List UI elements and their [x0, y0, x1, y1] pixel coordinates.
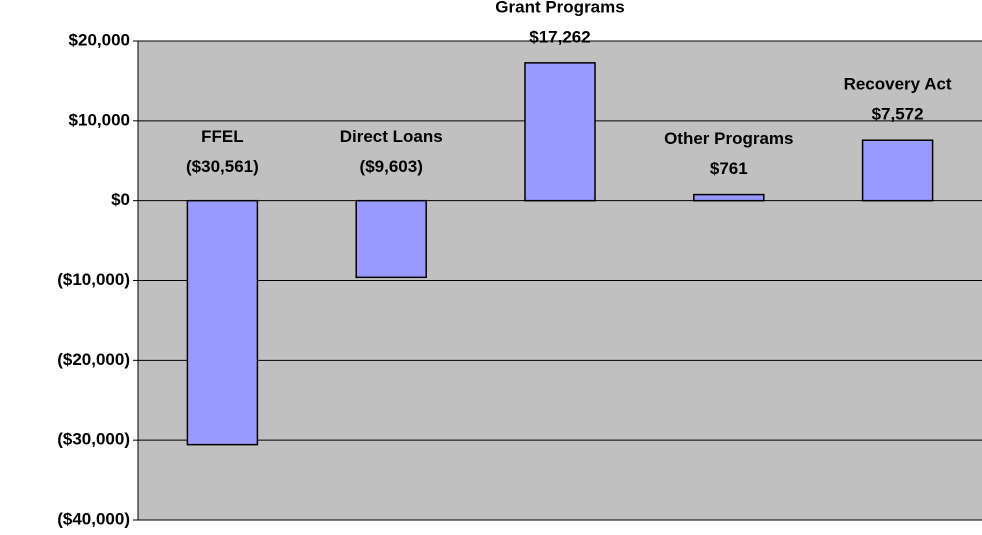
bar [524, 62, 596, 202]
category-label: Grant Programs [495, 0, 624, 16]
value-label: ($30,561) [186, 157, 259, 176]
value-label: $761 [710, 159, 748, 178]
bar [693, 193, 765, 202]
value-label: $7,572 [872, 105, 924, 124]
y-tick-label: $10,000 [69, 110, 130, 129]
y-tick-label: ($20,000) [57, 350, 130, 369]
bar [355, 199, 427, 279]
bar [861, 139, 934, 202]
category-label: Other Programs [664, 129, 793, 148]
y-tick-label: ($40,000) [57, 509, 130, 528]
category-label: FFEL [201, 127, 244, 146]
y-tick-label: $0 [111, 190, 130, 209]
value-label: $17,262 [529, 27, 590, 46]
y-tick-label: ($30,000) [57, 430, 130, 449]
y-tick-label: $20,000 [69, 30, 130, 49]
category-label: Recovery Act [844, 75, 952, 94]
y-tick-label: ($10,000) [57, 270, 130, 289]
bar [186, 199, 259, 446]
category-label: Direct Loans [340, 127, 443, 146]
value-label: ($9,603) [360, 157, 423, 176]
